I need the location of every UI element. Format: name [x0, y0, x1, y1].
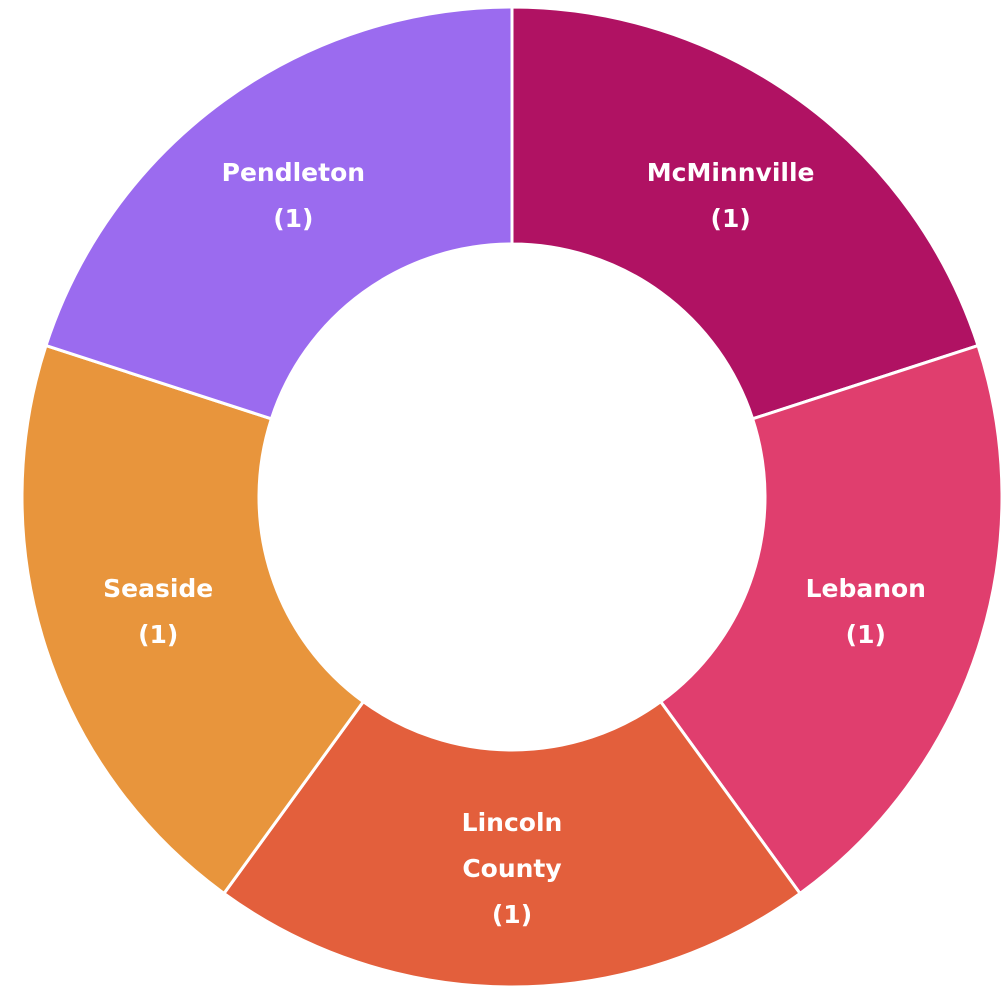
- slice: [20, 343, 366, 896]
- category-label: Lebanon: [805, 573, 926, 603]
- value-label: (1): [138, 619, 179, 649]
- slice: [44, 5, 514, 421]
- slice-label: McMinnville (1): [641, 150, 821, 242]
- slice-label: Pendleton (1): [203, 150, 383, 242]
- slice-label: Lebanon (1): [776, 566, 956, 658]
- slice: [510, 5, 980, 421]
- value-label: (1): [491, 900, 533, 929]
- category-label: Lincoln County: [461, 808, 563, 883]
- slice-label: Lincoln County (1): [422, 800, 602, 938]
- slice: [658, 343, 1002, 896]
- value-label: (1): [845, 619, 886, 649]
- value-label: (1): [710, 204, 751, 234]
- category-label: McMinnville: [646, 158, 815, 188]
- slice: [221, 699, 803, 988]
- category-label: Pendleton: [221, 158, 366, 188]
- category-label: Seaside: [103, 573, 214, 603]
- value-label: (1): [273, 204, 314, 234]
- slice-label: Seaside (1): [68, 566, 248, 658]
